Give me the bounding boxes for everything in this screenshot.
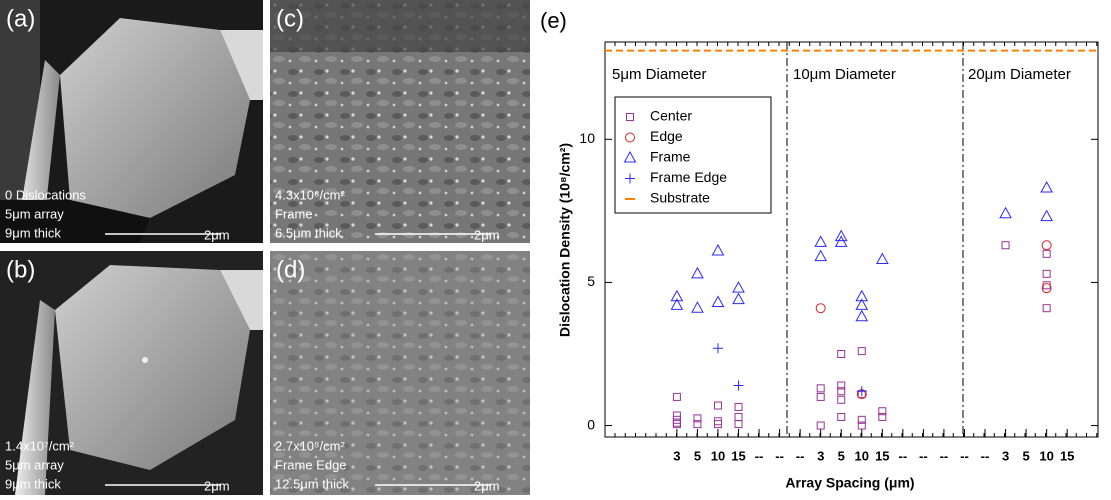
panel-label: (e): [540, 8, 567, 33]
x-tick-label: --: [981, 448, 990, 463]
annotation: 20μm Diameter: [968, 66, 1071, 83]
annotation: 10μm Diameter: [793, 66, 896, 83]
caption: 5μm array: [5, 457, 64, 472]
x-tick-label: --: [775, 448, 784, 463]
panel-label: (d): [276, 256, 305, 283]
x-tick-label: 3: [817, 448, 824, 463]
point: [1043, 270, 1050, 277]
legend-label: Frame Edge: [650, 169, 727, 185]
point: [1042, 241, 1051, 250]
caption: 0 Dislocations: [5, 187, 86, 202]
x-tick-label: --: [899, 448, 908, 463]
point: [1000, 208, 1011, 218]
point: [734, 380, 744, 390]
x-tick-label: 3: [1002, 448, 1009, 463]
y-axis-label: Dislocation Density (10⁸/cm²): [557, 143, 573, 337]
x-tick-label: 10: [1039, 448, 1053, 463]
legend-label: Edge: [650, 128, 683, 144]
point: [815, 236, 826, 246]
x-tick-label: --: [940, 448, 949, 463]
point: [714, 418, 721, 425]
point: [673, 412, 680, 419]
point: [733, 282, 744, 292]
y-tick-label: 5: [587, 273, 595, 289]
caption: 9μm thick: [5, 225, 61, 240]
point: [692, 302, 703, 312]
legend-label: Center: [650, 108, 692, 124]
figure: (e) 5μm Diameter 10μm Diameter 20μm Diam…: [0, 0, 1111, 495]
point: [838, 396, 845, 403]
caption: Frame: [275, 206, 313, 221]
point: [817, 393, 824, 400]
point: [735, 421, 742, 428]
legend-label: Substrate: [650, 190, 710, 206]
x-tick-label: 5: [838, 448, 845, 463]
y-tick-label: 10: [579, 130, 595, 146]
scale-label: 2μm: [204, 478, 230, 493]
point: [816, 304, 825, 313]
x-tick-label: 15: [731, 448, 745, 463]
chart: (e) 5μm Diameter 10μm Diameter 20μm Diam…: [540, 8, 1098, 491]
point: [838, 413, 845, 420]
point: [858, 348, 865, 355]
caption: 2.7x10⁸/cm²: [275, 438, 345, 453]
point: [1002, 242, 1009, 249]
x-axis-label: Array Spacing (μm): [785, 475, 914, 491]
scale-label: 2μm: [204, 227, 230, 242]
point: [1041, 211, 1052, 221]
annotation: 5μm Diameter: [612, 66, 707, 83]
x-tick-label: 5: [694, 448, 701, 463]
point: [735, 413, 742, 420]
point: [733, 294, 744, 304]
caption: Frame Edge: [275, 457, 347, 472]
point: [877, 254, 888, 264]
point: [692, 268, 703, 278]
panel-label: (a): [6, 5, 35, 32]
x-tick-label: --: [960, 448, 969, 463]
caption: 4.3x10⁸/cm²: [275, 187, 345, 202]
point: [1043, 282, 1050, 289]
point: [714, 402, 721, 409]
caption: 6.5μm thick: [275, 225, 342, 240]
point: [713, 343, 723, 353]
x-tick-label: --: [796, 448, 805, 463]
point: [1043, 250, 1050, 257]
point: [856, 311, 867, 321]
point: [1041, 182, 1052, 192]
point: [735, 403, 742, 410]
scale-label: 2μm: [474, 227, 500, 242]
x-tick-label: 3: [673, 448, 680, 463]
point: [817, 422, 824, 429]
caption: 9μm thick: [5, 476, 61, 491]
x-tick-label: --: [755, 448, 764, 463]
point: [838, 350, 845, 357]
point: [673, 416, 680, 423]
panel-label: (c): [276, 5, 304, 32]
x-tick-label: 5: [1022, 448, 1029, 463]
point: [712, 245, 723, 255]
x-tick-label: --: [919, 448, 928, 463]
point: [673, 393, 680, 400]
caption: 12.5μm thick: [275, 476, 349, 491]
caption: 5μm array: [5, 206, 64, 221]
legend-label: Frame: [650, 149, 691, 165]
point: [817, 385, 824, 392]
x-tick-label: 15: [1060, 448, 1074, 463]
caption: 1.4x10⁷/cm²: [5, 438, 75, 453]
scale-label: 2μm: [474, 478, 500, 493]
x-tick-label: 10: [855, 448, 869, 463]
point: [1043, 305, 1050, 312]
y-tick-label: 0: [587, 416, 595, 432]
point: [714, 421, 721, 428]
point: [815, 251, 826, 261]
point: [712, 296, 723, 306]
x-tick-label: 15: [875, 448, 889, 463]
x-tick-label: 10: [711, 448, 725, 463]
panel-label: (b): [6, 256, 35, 283]
